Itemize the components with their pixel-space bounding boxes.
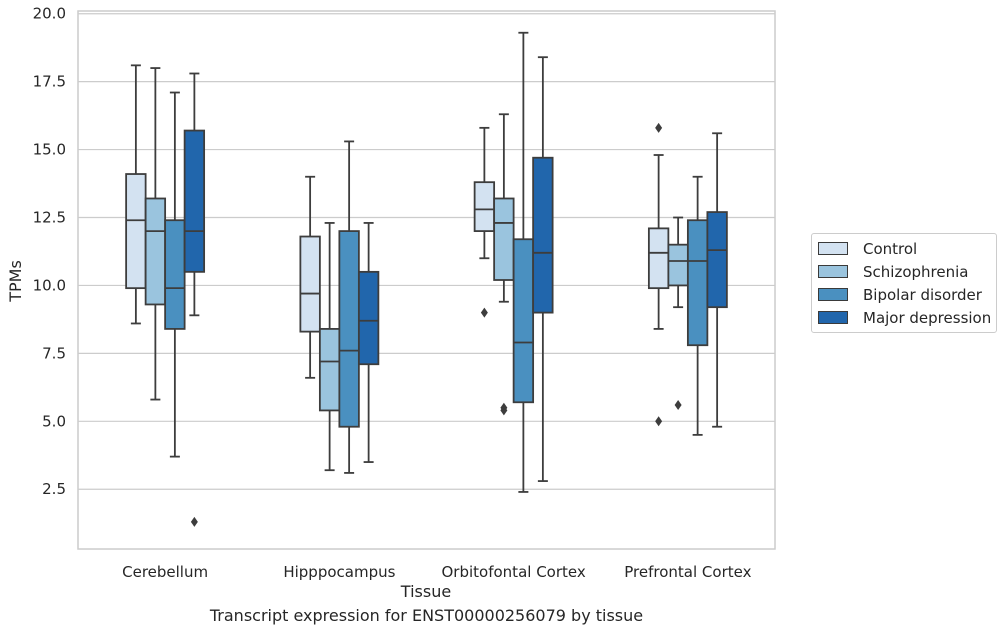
box-major-depression	[183, 72, 206, 527]
legend-item: Schizophrenia	[812, 260, 996, 283]
box-schizophrenia	[318, 222, 341, 472]
box-major-depression	[357, 222, 380, 463]
y-tick-label: 20.0	[33, 5, 66, 23]
iqr-box	[473, 181, 496, 232]
box-major-depression	[532, 56, 554, 482]
box-schizophrenia	[667, 216, 689, 410]
y-axis-title: TPMs	[6, 260, 25, 303]
iqr-box	[357, 270, 380, 366]
legend-label: Bipolar disorder	[863, 285, 982, 304]
iqr-box	[183, 129, 206, 273]
box-bipolar-disorder	[686, 175, 709, 436]
box-control	[647, 122, 670, 427]
legend-label: Major depression	[863, 308, 992, 327]
legend-item: Control	[812, 237, 996, 260]
box-control	[473, 126, 496, 318]
iqr-box	[318, 328, 341, 412]
y-tick-label: 2.5	[42, 480, 66, 498]
iqr-box	[667, 243, 689, 287]
y-tick-label: 12.5	[33, 209, 66, 227]
y-tick-label: 17.5	[33, 73, 66, 91]
iqr-box	[686, 219, 709, 347]
legend-swatch	[818, 242, 848, 255]
legend-label: Control	[863, 239, 918, 258]
iqr-box	[532, 156, 554, 314]
legend-label: Schizophrenia	[863, 262, 969, 281]
outlier-point	[674, 399, 682, 410]
iqr-box	[647, 227, 670, 290]
y-tick-label: 7.5	[42, 344, 66, 362]
box-bipolar-disorder	[164, 91, 186, 458]
x-tick-labels: Cerebellum Hipppocampus Orbitofontal Corte…	[122, 563, 751, 581]
x-tick-label: Cerebellum	[122, 563, 208, 581]
legend-swatch	[818, 265, 848, 278]
x-tick-label: Hipppocampus	[283, 563, 395, 581]
box-control	[125, 64, 147, 325]
outlier-point	[655, 122, 663, 133]
legend-item: Major depression	[812, 306, 996, 329]
iqr-box	[164, 219, 186, 330]
box-bipolar-disorder	[512, 31, 535, 493]
iqr-box	[299, 235, 321, 333]
plot-frame	[77, 10, 776, 550]
legend-item: Bipolar disorder	[812, 283, 996, 306]
iqr-box	[512, 238, 535, 404]
y-tick-labels: 2.5 5.0 7.5 10.0 12.5 15.0 17.5 20.0	[33, 5, 66, 499]
iqr-box	[144, 197, 167, 306]
box-schizophrenia	[493, 113, 515, 416]
outlier-point	[480, 307, 488, 318]
legend-swatch	[818, 311, 848, 324]
outlier-point	[190, 516, 198, 527]
box-schizophrenia	[144, 67, 167, 401]
iqr-box	[338, 230, 360, 428]
outlier-point	[655, 416, 663, 427]
box-bipolar-disorder	[338, 140, 360, 474]
x-axis-title: Tissue	[400, 582, 451, 601]
outlier-point	[500, 405, 508, 416]
box-control	[299, 175, 321, 379]
figure-caption: Transcript expression for ENST0000025607…	[209, 606, 644, 625]
legend-swatch	[818, 288, 848, 301]
boxes	[125, 31, 728, 527]
iqr-box	[493, 197, 515, 281]
y-tick-label: 5.0	[42, 412, 66, 430]
y-tick-label: 10.0	[33, 276, 66, 294]
x-tick-label: Prefrontal Cortex	[624, 563, 751, 581]
y-tick-label: 15.0	[33, 141, 66, 159]
x-tick-label: Orbitofontal Cortex	[442, 563, 586, 581]
box-major-depression	[706, 132, 728, 428]
iqr-box	[706, 211, 728, 309]
legend: Control Schizophrenia Bipolar disorder Majo…	[811, 233, 997, 333]
iqr-box	[125, 173, 147, 290]
